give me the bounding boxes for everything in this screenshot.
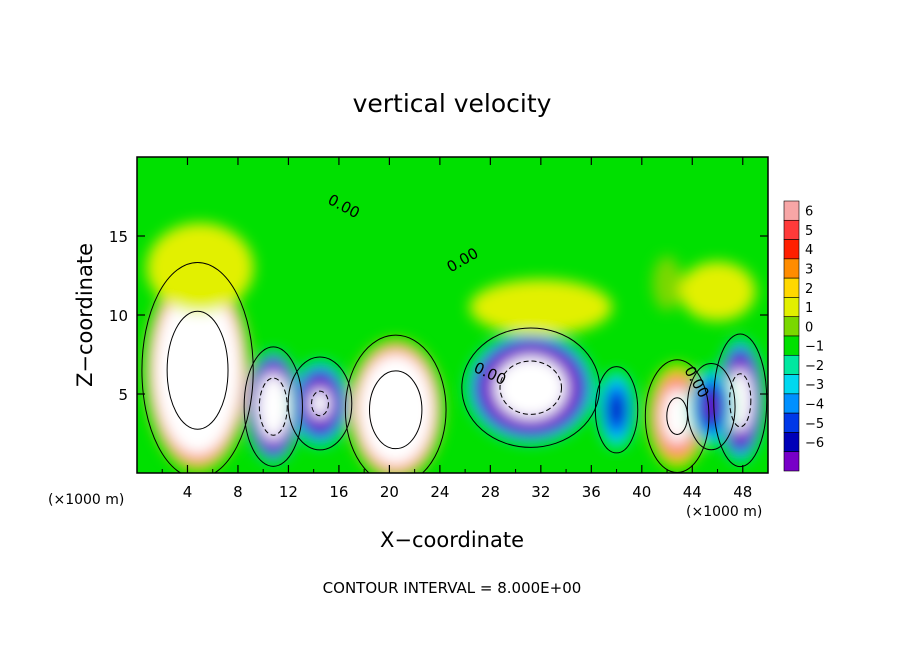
saturated-core xyxy=(665,394,690,438)
colorbar-swatch xyxy=(783,451,800,472)
zero-contour xyxy=(141,261,254,473)
saturated-core xyxy=(365,364,427,456)
velocity-field xyxy=(144,222,766,473)
field-level xyxy=(469,279,613,336)
saturated-core xyxy=(161,301,234,440)
x-tick-label: 28 xyxy=(481,483,500,501)
y-tick-label: 10 xyxy=(109,307,128,325)
downdraft-cell-4 xyxy=(289,359,351,448)
x-unit-left: (×1000 m) xyxy=(48,492,124,508)
negative-contour xyxy=(499,360,563,415)
zero-contour xyxy=(344,334,447,473)
x-tick-label: 36 xyxy=(582,483,601,501)
colorbar-swatch xyxy=(783,316,800,337)
colorbar-tick-label: −3 xyxy=(805,378,824,393)
x-tick-label: 48 xyxy=(733,483,752,501)
negative-contour xyxy=(311,390,329,417)
x-tick-label: 4 xyxy=(183,483,193,501)
colorbar-swatch xyxy=(783,432,800,453)
colorbar-tick-label: 6 xyxy=(805,205,813,220)
zero-contour xyxy=(287,356,353,451)
colorbar-tick-label: −6 xyxy=(805,436,824,451)
colorbar-tick-label: −4 xyxy=(805,398,824,413)
x-tick-label: 8 xyxy=(233,483,243,501)
colorbar-swatch xyxy=(783,277,800,298)
weak-cell-10 xyxy=(652,256,682,311)
y-axis-label: Z−coordinate xyxy=(73,243,97,387)
y-tick-label: 15 xyxy=(109,228,128,246)
colorbar-swatch xyxy=(783,297,800,318)
field-level xyxy=(652,256,682,311)
colorbar-swatch xyxy=(783,335,800,356)
weak-cell-11 xyxy=(469,279,613,336)
colorbar-tick-label: −2 xyxy=(805,359,824,374)
colorbar-tick-label: 3 xyxy=(805,263,813,278)
colorbar-tick-label: 5 xyxy=(805,224,813,239)
x-tick-label: 20 xyxy=(380,483,399,501)
field-level xyxy=(610,397,623,423)
weak-cell-9 xyxy=(146,222,254,313)
saturated-core xyxy=(727,369,753,432)
colorbar-swatch xyxy=(783,354,800,375)
zero-contour xyxy=(461,327,601,448)
colorbar-swatch xyxy=(783,412,800,433)
updraft-cell-0 xyxy=(144,267,251,473)
downdraft-cell-5 xyxy=(465,330,597,445)
negative-contour xyxy=(258,377,288,436)
x-tick-label: 24 xyxy=(430,483,449,501)
colorbar-tick-label: −5 xyxy=(805,417,824,432)
colorbar-swatch xyxy=(783,374,800,395)
x-tick-label: 12 xyxy=(279,483,298,501)
downdraft-cell-6 xyxy=(715,337,766,464)
saturated-core xyxy=(256,373,290,441)
saturated-core xyxy=(494,356,567,419)
y-axis: 5 10 15 xyxy=(109,228,768,404)
chart-title: vertical velocity xyxy=(353,89,552,118)
colorbar-swatch xyxy=(783,258,800,279)
colorbar-tick-label: 1 xyxy=(805,301,813,316)
colorbar-swatch xyxy=(783,239,800,260)
updraft-cell-1 xyxy=(347,338,444,473)
field-level xyxy=(679,261,756,321)
downdraft-cell-8 xyxy=(596,368,637,451)
colorbar-tick-label: −1 xyxy=(805,340,824,355)
negative-contour xyxy=(729,373,752,428)
contour-interval-note: CONTOUR INTERVAL = 8.000E+00 xyxy=(323,579,582,597)
x-unit-right: (×1000 m) xyxy=(686,504,762,520)
colorbar-tick-label: 2 xyxy=(805,282,813,297)
zero-contour xyxy=(594,366,639,454)
x-axis-label: X−coordinate xyxy=(380,528,524,552)
colorbar: 6 5 4 3 2 1 0 −1 −2 −3 −4 −5 −6 xyxy=(783,200,824,472)
x-axis: 4 8 12 16 20 24 28 32 36 40 44 48 xyxy=(161,157,752,501)
positive-contour xyxy=(166,310,229,430)
saturated-core xyxy=(310,389,330,418)
colorbar-swatch xyxy=(783,200,800,221)
x-tick-label: 32 xyxy=(531,483,550,501)
x-tick-label: 44 xyxy=(683,483,702,501)
colorbar-swatch xyxy=(783,393,800,414)
colorbar-tick-label: 4 xyxy=(805,243,813,258)
weak-cell-12 xyxy=(679,261,756,321)
field-level xyxy=(146,222,254,313)
colorbar-swatch xyxy=(783,219,800,240)
x-tick-label: 16 xyxy=(329,483,348,501)
field-level xyxy=(704,395,718,419)
positive-contour xyxy=(368,370,423,450)
y-tick-label: 5 xyxy=(118,386,128,404)
zero-contour xyxy=(243,346,303,467)
zero-contour xyxy=(686,363,736,451)
colorbar-tick-label: 0 xyxy=(805,320,813,335)
x-tick-label: 40 xyxy=(632,483,651,501)
plot-area xyxy=(137,157,768,473)
zero-contour xyxy=(713,333,768,468)
